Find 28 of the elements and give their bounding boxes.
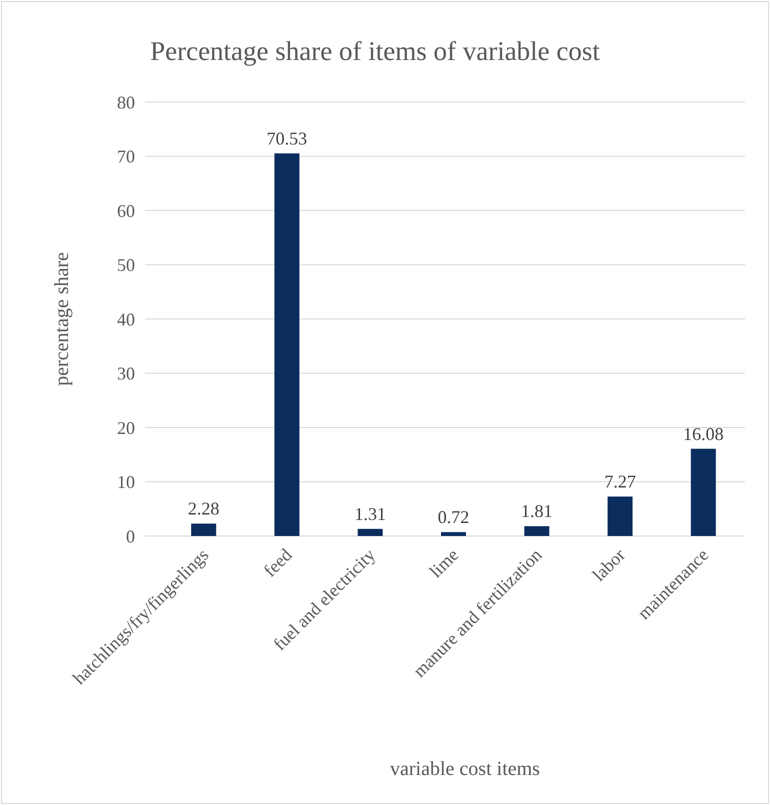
x-tick-label: feed xyxy=(260,544,296,581)
y-tick-label: 80 xyxy=(117,92,135,112)
y-tick-label: 50 xyxy=(117,255,135,276)
y-tick-label: 60 xyxy=(117,200,135,221)
bar xyxy=(191,524,216,536)
y-tick-label: 40 xyxy=(117,309,135,330)
bar xyxy=(441,532,466,536)
bar xyxy=(358,528,383,536)
data-label: 16.08 xyxy=(683,424,724,444)
y-tick-label: 70 xyxy=(117,146,135,167)
chart-title: Percentage share of items of variable cost xyxy=(150,36,600,66)
bar xyxy=(690,448,716,536)
data-label: 0.72 xyxy=(438,507,470,528)
bar xyxy=(274,153,300,536)
y-axis-title: percentage share xyxy=(51,252,73,386)
data-label: 2.28 xyxy=(188,498,220,519)
y-tick-label: 20 xyxy=(117,418,135,438)
bar xyxy=(524,526,550,536)
bar xyxy=(608,496,633,536)
y-tick-label: 0 xyxy=(126,526,135,546)
y-tick-label: 10 xyxy=(117,472,135,492)
x-tick-label: lime xyxy=(426,544,462,582)
data-label: 1.81 xyxy=(521,501,553,522)
data-label: 1.31 xyxy=(354,504,386,524)
data-label: 70.53 xyxy=(266,128,308,148)
y-tick-label: 30 xyxy=(117,364,135,384)
data-label: 7.27 xyxy=(604,472,636,492)
x-axis-title: variable cost items xyxy=(390,758,540,780)
